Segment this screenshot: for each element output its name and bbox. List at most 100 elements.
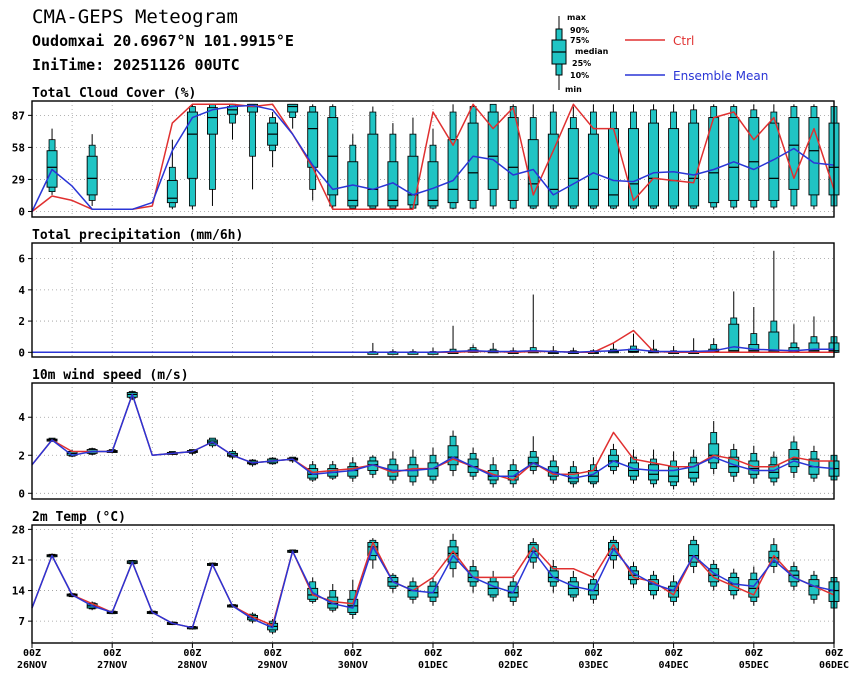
cloud-box-11 — [247, 103, 259, 190]
cloud-box-12 — [267, 112, 279, 168]
cloud-box-20 — [427, 128, 439, 210]
xtick-hour-label: 00Z — [183, 648, 201, 659]
xtick-date-label: 28NOV — [177, 660, 207, 671]
wind-iqr-box — [467, 458, 479, 473]
cloud-box-8 — [186, 104, 198, 210]
xtick-hour-label: 00Z — [103, 648, 121, 659]
xtick-hour-label: 00Z — [264, 648, 282, 659]
temp-box-15 — [327, 584, 339, 613]
temp-box-14 — [307, 577, 319, 604]
precip-box-25 — [527, 294, 539, 354]
xtick-hour-label: 00Z — [344, 648, 362, 659]
wind-ytick-label: 4 — [18, 411, 25, 424]
xtick-date-label: 29NOV — [258, 660, 288, 671]
wind-box-20 — [427, 447, 439, 484]
precip-box-21 — [447, 325, 459, 354]
wind-iqr-box — [688, 462, 700, 479]
xtick-date-label: 02DEC — [498, 660, 528, 671]
precip-box-37 — [768, 250, 780, 353]
wind-ytick-label: 0 — [18, 487, 25, 500]
temp-mean-line — [31, 546, 835, 629]
time-axis: 00Z26NOV00Z27NOV00Z28NOV00Z29NOV00Z30NOV… — [17, 643, 849, 671]
cloud-box-30 — [628, 104, 639, 210]
wind-box-33 — [688, 449, 700, 486]
cloud-iqr-box — [728, 117, 740, 201]
cloud-iqr-box — [688, 122, 700, 207]
cloud-ytick-label: 58 — [12, 141, 25, 154]
xtick-date-label: 06DEC — [819, 660, 849, 671]
cloud-box-38 — [788, 104, 800, 210]
temperature-panel: 2m Temp (°C) 7 14 21 28 — [12, 510, 840, 644]
temperature-title: 2m Temp (°C) — [32, 510, 126, 525]
wind-speed-title: 10m wind speed (m/s) — [32, 368, 189, 383]
cloud-iqr-box — [347, 161, 359, 207]
cloud-iqr-box — [427, 161, 439, 207]
wind-mean-line — [31, 393, 835, 479]
temp-ytick-label: 21 — [12, 554, 26, 567]
wind-iqr-box — [648, 464, 659, 481]
cloud-mean-line — [31, 104, 835, 212]
wind-box-18 — [387, 451, 399, 484]
wind-iqr-box — [527, 456, 539, 468]
cloud-box-23 — [487, 103, 499, 210]
cloud-cover-title: Total Cloud Cover (%) — [32, 86, 196, 101]
legend-p90-label: 90% — [570, 26, 589, 35]
cloud-iqr-box — [367, 133, 379, 207]
cloud-box-35 — [728, 104, 740, 210]
cloud-box-36 — [748, 104, 760, 210]
init-time: IniTime: 20251126 00UTC — [32, 56, 240, 74]
cloud-box-28 — [587, 104, 599, 210]
cloud-frame — [31, 100, 835, 218]
cloud-iqr-box — [507, 117, 519, 201]
wind-iqr-box — [748, 460, 760, 475]
xtick-hour-label: 00Z — [584, 648, 602, 659]
cloud-ytick-label: 29 — [12, 173, 25, 186]
temp-box-33 — [688, 535, 700, 574]
xtick-date-label: 04DEC — [659, 660, 689, 671]
cloud-box-39 — [808, 104, 820, 210]
legend-p10-label: 10% — [570, 71, 589, 80]
cloud-iqr-box — [447, 139, 459, 204]
xtick-date-label: 30NOV — [338, 660, 368, 671]
xtick-hour-label: 00Z — [745, 648, 763, 659]
cloud-box-19 — [407, 117, 419, 210]
precipitation-title: Total precipitation (mm/6h) — [32, 228, 243, 243]
cloud-box-14 — [307, 104, 319, 201]
cloud-iqr-box — [206, 107, 218, 135]
cloud-box-10 — [227, 103, 238, 140]
cloud-box-15 — [327, 104, 339, 210]
legend-p25-label: 25% — [572, 59, 591, 68]
wind-box-21 — [447, 430, 459, 477]
cloud-ytick-label: 87 — [12, 109, 25, 122]
cloud-box-32 — [668, 104, 680, 210]
temp-ytick-label: 14 — [12, 585, 26, 598]
xtick-hour-label: 00Z — [825, 648, 843, 659]
xtick-date-label: 01DEC — [418, 660, 448, 671]
xtick-hour-label: 00Z — [504, 648, 522, 659]
cloud-iqr-box — [166, 180, 178, 204]
wind-box-26 — [547, 455, 559, 484]
cloud-iqr-box — [407, 155, 419, 206]
cloud-box-16 — [347, 134, 359, 210]
cloud-box-37 — [768, 104, 780, 210]
page-title: CMA-GEPS Meteogram — [32, 6, 238, 28]
cloud-ytick-label: 0 — [18, 205, 25, 218]
wind-box-31 — [648, 449, 659, 488]
cloud-iqr-box — [567, 128, 579, 207]
cloud-iqr-box — [648, 122, 659, 207]
legend-max-label: max — [567, 13, 587, 22]
cloud-iqr-box — [467, 122, 479, 201]
wind-ytick-label: 2 — [18, 449, 25, 462]
precip-ytick-label: 6 — [18, 253, 25, 266]
legend: max 90% 75% median 25% 10% min Ctrl Ense… — [551, 13, 768, 94]
cloud-iqr-box — [287, 103, 299, 113]
legend-ctrl-label: Ctrl — [673, 34, 694, 48]
legend-median-label: median — [575, 47, 609, 56]
xtick-hour-label: 00Z — [665, 648, 683, 659]
cloud-box-21 — [447, 104, 459, 210]
cloud-box-18 — [387, 123, 399, 210]
wind-box-22 — [467, 447, 479, 480]
cloud-box-29 — [608, 104, 619, 210]
xtick-date-label: 05DEC — [739, 660, 769, 671]
